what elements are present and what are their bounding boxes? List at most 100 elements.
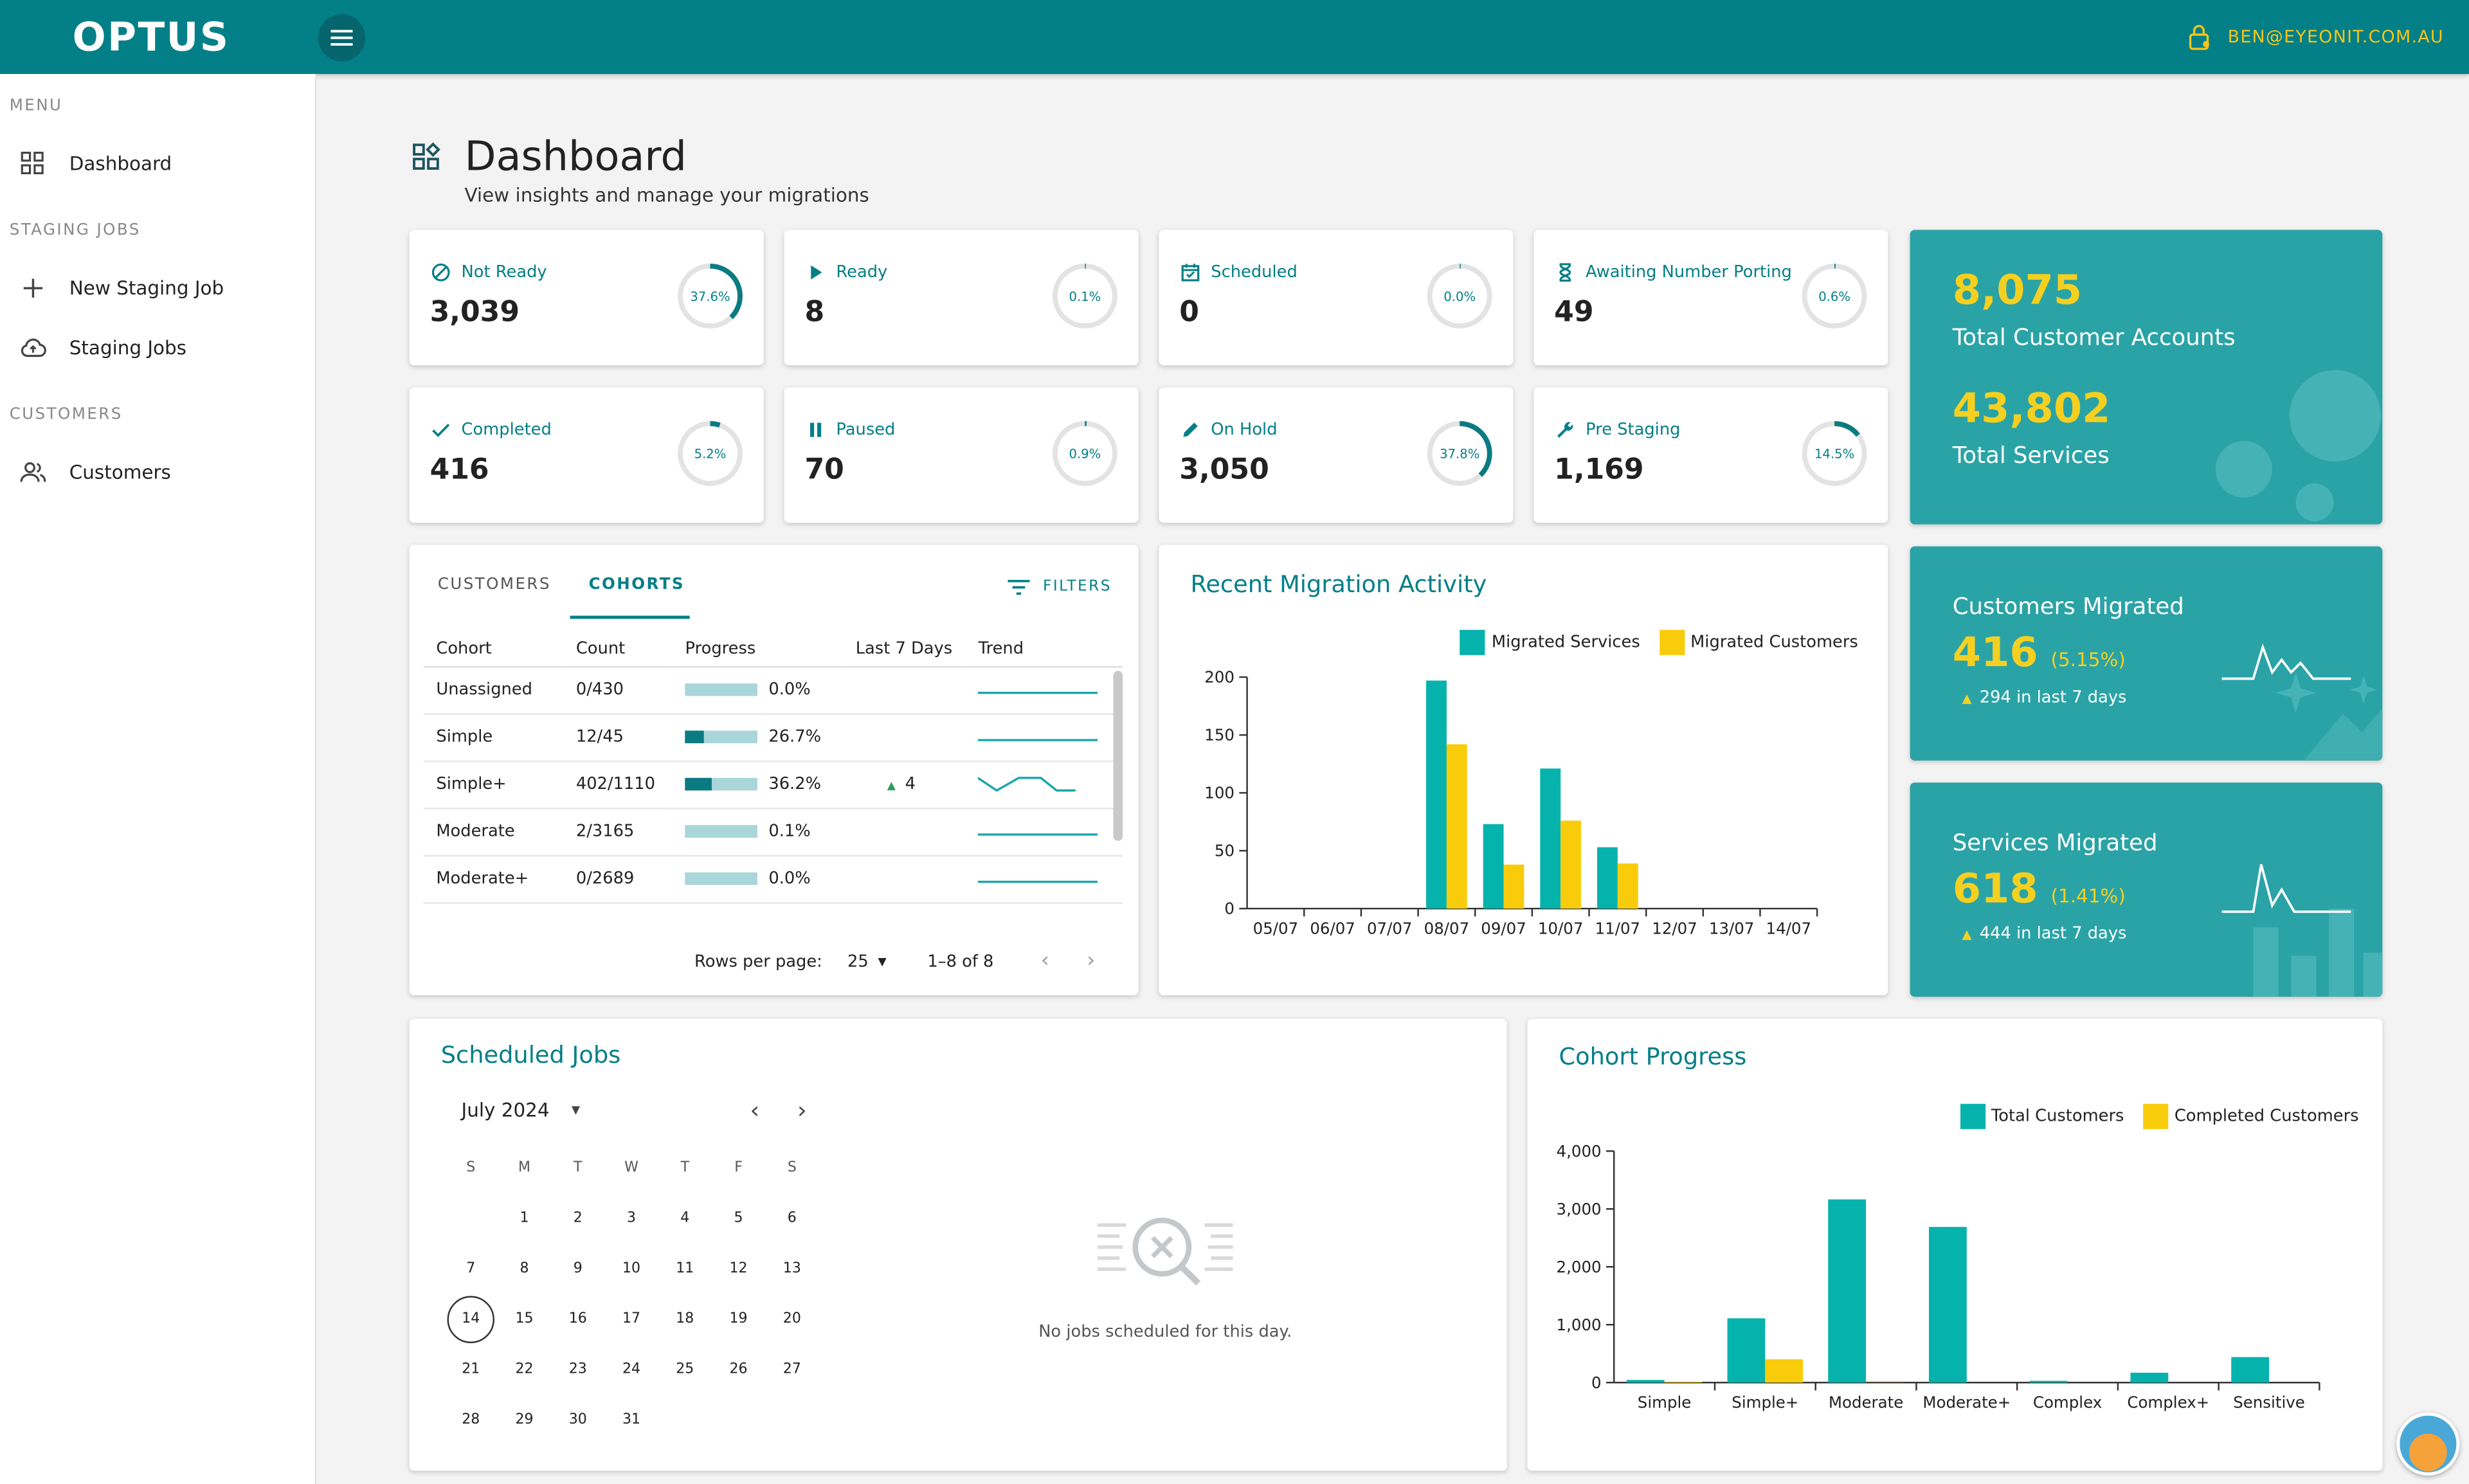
rows-per-page-select[interactable]: 25 ▼ [847,952,887,971]
chart-bar[interactable] [1597,847,1618,909]
calendar-day[interactable]: 5 [734,1211,743,1227]
calendar-day[interactable]: 7 [466,1261,476,1278]
table-row[interactable]: Moderate 2/3165 0.1% [423,808,1123,856]
sidebar-item-label: New Staging Job [69,277,224,300]
chart-bar[interactable] [1828,1199,1867,1383]
stat-card-paused[interactable]: Paused 70 0.9% [784,387,1139,523]
calendar-day[interactable]: 19 [729,1312,748,1328]
calendar-day[interactable]: 8 [520,1261,529,1278]
calendar-day[interactable]: 26 [729,1362,748,1378]
calendar-day[interactable]: 28 [462,1412,480,1429]
stat-card-pre-staging[interactable]: Pre Staging 1,169 14.5% [1533,387,1888,523]
chart-bar[interactable] [1503,864,1524,909]
chart-bar[interactable] [1446,744,1467,909]
y-tick-label: 100 [1204,784,1234,802]
customers-migrated-pct: (5.15%) [2050,648,2126,671]
sidebar-item-dashboard[interactable]: Dashboard [19,150,172,178]
column-header[interactable]: Count [563,631,673,667]
chart-bar[interactable] [1540,768,1561,909]
calendar-day[interactable]: 23 [568,1362,587,1378]
chart-bar[interactable] [2029,1380,2068,1383]
chart-bar[interactable] [1727,1318,1766,1383]
calendar-month[interactable]: July 2024 [461,1099,550,1121]
legend-item-total-customers[interactable]: Total Customers [1959,1103,2124,1129]
calendar-day[interactable]: 30 [568,1412,587,1429]
sidebar-item-new-staging-job[interactable]: New Staging Job [19,274,224,302]
column-header[interactable]: Progress [672,631,844,667]
table-row[interactable]: Simple 12/45 26.7% [423,713,1123,762]
calendar-day[interactable]: 31 [622,1412,641,1429]
tab-cohorts[interactable]: COHORTS [588,576,685,594]
caret-down-icon[interactable]: ▼ [571,1103,581,1117]
dashboard-icon [21,151,44,174]
filters-button[interactable]: FILTERS [1008,578,1112,595]
stat-card-on-hold[interactable]: On Hold 3,050 37.8% [1159,387,1514,523]
column-header[interactable]: Cohort [423,631,564,667]
legend-item-migrated-customers[interactable]: Migrated Customers [1659,629,1858,655]
legend-item-migrated-services[interactable]: Migrated Services [1460,629,1640,655]
chart-bar[interactable] [2130,1372,2169,1383]
selected-day[interactable]: 14 [447,1296,494,1343]
calendar-day[interactable]: 2 [573,1211,583,1227]
calendar-day[interactable]: 3 [627,1211,637,1227]
calendar-day[interactable]: 25 [676,1362,694,1378]
chart-bar[interactable] [1483,824,1504,909]
chart-bar[interactable] [2231,1357,2270,1383]
calendar-day[interactable]: 21 [462,1362,480,1378]
calendar-day[interactable]: 10 [622,1261,641,1278]
table-row[interactable]: Unassigned 0/430 0.0% [423,665,1123,714]
calendar-day[interactable]: 12 [729,1261,748,1278]
legend-item-completed-customers[interactable]: Completed Customers [2142,1103,2359,1129]
chart-bar[interactable] [1617,863,1638,909]
stat-card-awaiting-number-porting[interactable]: Awaiting Number Porting 49 0.6% [1533,230,1888,366]
cohort-progress-card: Cohort Progress Total Customers Complete… [1527,1018,2383,1471]
x-tick-label: Simple [1638,1393,1692,1411]
calendar-day[interactable]: 4 [680,1211,690,1227]
prev-month-button[interactable]: ‹ [750,1096,760,1125]
column-header[interactable]: Trend [966,631,1123,667]
calendar-day[interactable]: 24 [622,1362,641,1378]
progress-bar [685,825,758,838]
calendar-day[interactable]: 20 [782,1312,801,1328]
user-menu[interactable]: BEN@EYEONIT.COM.AU [2187,24,2444,51]
chart-bar[interactable] [1560,820,1582,909]
stat-card-completed[interactable]: Completed 416 5.2% [409,387,764,523]
calendar-day[interactable]: 22 [515,1362,534,1378]
calendar-day[interactable]: 9 [573,1261,583,1278]
calendar-day[interactable]: 11 [676,1261,694,1278]
table-scrollbar[interactable] [1113,671,1123,841]
table-row[interactable]: Simple+ 402/1110 36.2% ▲ 4 [423,760,1123,809]
calendar-day[interactable]: 18 [676,1312,694,1328]
avatar[interactable] [2396,1412,2460,1476]
next-month-button[interactable]: › [797,1096,807,1125]
calendar-day[interactable]: 15 [515,1312,534,1328]
chart-bar[interactable] [1929,1227,1967,1383]
chart-bar[interactable] [1626,1380,1665,1383]
calendar-day[interactable]: 29 [515,1412,534,1429]
column-header[interactable]: Last 7 Days [843,631,966,667]
calendar-day[interactable]: 13 [782,1261,801,1278]
calendar-day[interactable]: 17 [622,1312,641,1328]
stat-card-ready[interactable]: Ready 8 0.1% [784,230,1139,366]
calendar-day[interactable]: 16 [568,1312,587,1328]
stat-card-not-ready[interactable]: Not Ready 3,039 37.6% [409,230,764,366]
tab-customers[interactable]: CUSTOMERS [437,576,551,594]
chart-bar[interactable] [1426,680,1447,909]
calendar-day[interactable]: 6 [787,1211,797,1227]
x-tick-label: 08/07 [1424,919,1470,937]
sidebar-item-staging-jobs[interactable]: Staging Jobs [19,334,186,362]
sidebar-item-customers[interactable]: Customers [19,458,171,487]
calendar-day[interactable]: 27 [782,1362,801,1378]
menu-toggle-button[interactable] [318,14,366,62]
plus-icon [23,278,43,298]
next-page-button[interactable]: › [1087,949,1096,973]
optus-logo[interactable]: OPTUS [72,14,230,60]
prev-page-button[interactable]: ‹ [1040,949,1049,973]
table-row[interactable]: Moderate+ 0/2689 0.0% [423,855,1123,903]
y-tick-label: 200 [1204,668,1234,687]
calendar-day[interactable]: 1 [520,1211,529,1227]
stat-card-scheduled[interactable]: Scheduled 0 0.0% [1159,230,1514,366]
cohort-name: Moderate+ [423,855,564,903]
calendar-day[interactable]: 14 [444,1294,498,1344]
chart-bar[interactable] [1765,1359,1804,1383]
